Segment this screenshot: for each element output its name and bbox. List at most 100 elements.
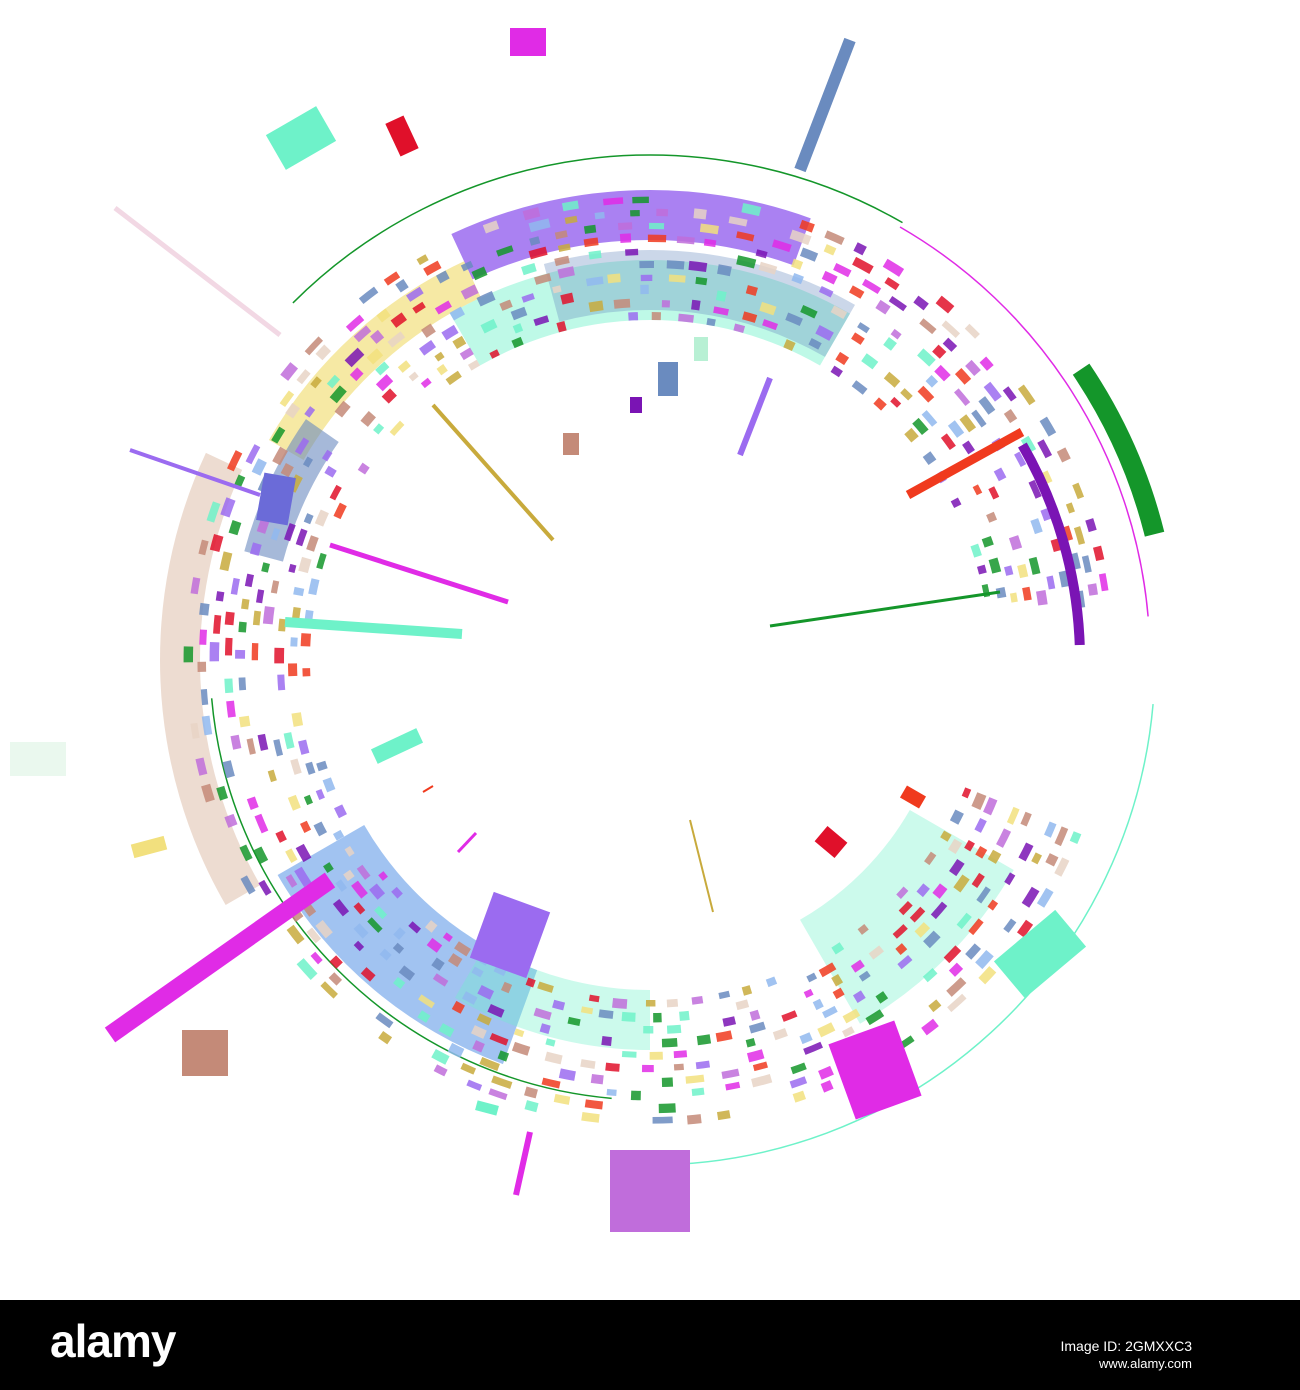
ring-dash <box>772 1028 788 1041</box>
ring-dash <box>921 1018 939 1036</box>
ring-dash <box>285 402 301 419</box>
ring-dash <box>398 965 416 981</box>
ring-dash <box>925 375 939 388</box>
ring-dash <box>1017 563 1029 579</box>
ring-dash <box>759 301 777 316</box>
ring-dash <box>668 274 686 283</box>
ring-dash <box>254 813 269 834</box>
ring-dash <box>691 299 701 311</box>
ring-dash <box>979 356 994 371</box>
ring-dash <box>489 349 500 359</box>
radial-line-5 <box>905 428 1025 499</box>
ring-dash <box>280 362 299 381</box>
ring-dash <box>343 869 355 882</box>
ring-dash <box>375 361 390 376</box>
ring-dash <box>914 922 931 938</box>
ring-dash <box>808 338 822 350</box>
ring-dash <box>369 883 386 900</box>
ring-dash <box>230 734 242 750</box>
ring-dash <box>619 233 632 244</box>
ring-dash <box>393 976 406 989</box>
ring-dash <box>488 1088 508 1101</box>
ring-dash <box>471 966 484 978</box>
ring-dash <box>302 456 313 468</box>
ring-dash <box>367 917 383 933</box>
radial-line-1 <box>329 542 509 605</box>
ring-dash <box>588 300 604 313</box>
ring-dash <box>360 410 376 427</box>
ring-dash <box>375 1012 394 1029</box>
ring-dash <box>544 1051 563 1065</box>
ring-dash <box>308 578 320 596</box>
ring-dash <box>230 577 240 595</box>
ring-dash <box>745 1038 756 1048</box>
ring-dash <box>817 1022 836 1038</box>
ring-dash <box>258 879 272 896</box>
ring-dash <box>946 977 967 997</box>
ring-dash <box>954 368 972 385</box>
ring-dash <box>222 760 235 779</box>
ring-dash <box>270 580 280 594</box>
ring-dash <box>420 377 432 389</box>
dashed-ring-marks <box>183 196 1109 1125</box>
ring-dash <box>253 846 269 864</box>
ring-dash <box>272 446 288 466</box>
ring-dash <box>554 230 568 240</box>
ring-dash <box>639 261 655 269</box>
ring-dash <box>1004 872 1016 886</box>
radial-line-2 <box>284 617 463 639</box>
ring-dash <box>722 1016 737 1027</box>
ring-dash <box>316 552 327 570</box>
ring-dash <box>717 264 732 277</box>
ring-dash <box>875 299 891 315</box>
ring-dash <box>418 994 435 1009</box>
ring-dash <box>868 945 884 960</box>
ring-dash <box>1039 416 1057 437</box>
ring-dash <box>379 948 392 961</box>
ring-dash <box>1009 592 1018 603</box>
ring-dash <box>387 331 406 348</box>
ring-dash <box>286 924 305 945</box>
ring-dash <box>321 449 333 462</box>
ring-dash <box>865 1009 885 1026</box>
ring-dash <box>324 465 337 478</box>
ring-dash <box>630 209 640 217</box>
ring-dash <box>959 414 977 433</box>
ring-dash <box>890 396 902 408</box>
ring-dash <box>1018 842 1034 862</box>
ring-dash <box>900 388 913 401</box>
ring-dash <box>666 998 679 1008</box>
ring-dash <box>452 335 467 350</box>
ring-dash <box>947 420 965 438</box>
ring-dash <box>314 509 329 527</box>
ring-dash <box>200 689 209 706</box>
outer-green-arc <box>1072 363 1165 537</box>
ring-dash <box>209 533 224 553</box>
ring-dash <box>537 981 554 993</box>
ring-dash <box>857 923 869 935</box>
outer-block-5 <box>182 1030 228 1076</box>
ring-dash <box>822 1005 838 1019</box>
ring-dash <box>812 998 824 1011</box>
ring-dash <box>294 437 310 455</box>
ring-dash <box>942 337 958 352</box>
ring-dash <box>594 211 605 220</box>
ring-dash <box>896 886 909 899</box>
ring-dash <box>431 1048 450 1065</box>
ring-dash <box>792 1090 807 1103</box>
ring-dash <box>241 598 250 610</box>
ring-dash <box>397 360 411 373</box>
ring-dash <box>892 924 908 939</box>
ring-dash <box>395 279 409 293</box>
ring-dash <box>224 678 234 694</box>
ring-dash <box>245 444 261 465</box>
ring-dash <box>941 320 961 339</box>
ring-dash <box>632 196 649 204</box>
ring-dash <box>287 794 301 811</box>
ring-dash <box>466 1079 483 1091</box>
ring-dash <box>334 804 347 819</box>
ring-dash <box>932 883 948 899</box>
ring-dash <box>666 1024 682 1034</box>
ring-dash <box>1002 386 1017 402</box>
ring-dash <box>652 1116 673 1124</box>
